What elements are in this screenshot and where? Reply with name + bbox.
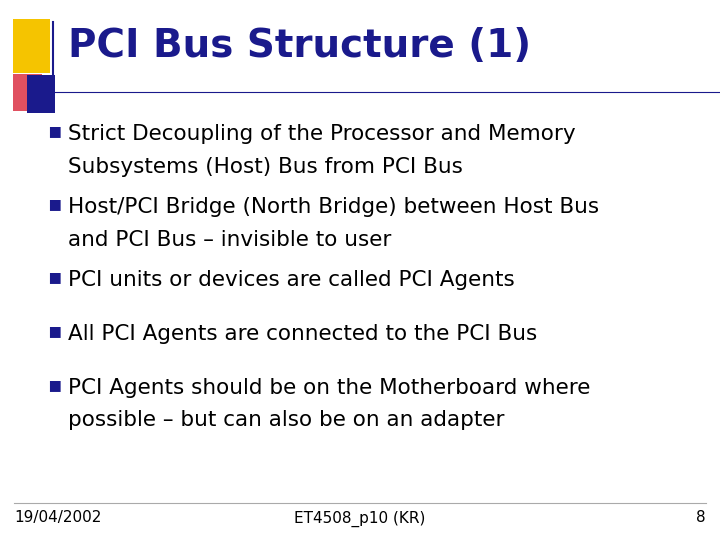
Text: Host/PCI Bridge (North Bridge) between Host Bus: Host/PCI Bridge (North Bridge) between H… xyxy=(68,197,600,217)
Text: possible – but can also be on an adapter: possible – but can also be on an adapter xyxy=(68,410,505,430)
Bar xyxy=(13,74,42,111)
Text: ▪: ▪ xyxy=(47,194,61,214)
Text: ▪: ▪ xyxy=(47,267,61,287)
Text: PCI Agents should be on the Motherboard where: PCI Agents should be on the Motherboard … xyxy=(68,378,591,398)
Text: ▪: ▪ xyxy=(47,321,61,341)
Text: 19/04/2002: 19/04/2002 xyxy=(14,510,102,525)
Text: PCI units or devices are called PCI Agents: PCI units or devices are called PCI Agen… xyxy=(68,270,515,290)
Text: ET4508_p10 (KR): ET4508_p10 (KR) xyxy=(294,510,426,526)
Text: ▪: ▪ xyxy=(47,375,61,395)
Text: 8: 8 xyxy=(696,510,706,525)
Text: ▪: ▪ xyxy=(47,122,61,141)
Text: and PCI Bus – invisible to user: and PCI Bus – invisible to user xyxy=(68,230,392,249)
Text: Strict Decoupling of the Processor and Memory: Strict Decoupling of the Processor and M… xyxy=(68,124,576,144)
Text: PCI Bus Structure (1): PCI Bus Structure (1) xyxy=(68,27,531,65)
Bar xyxy=(27,75,55,113)
Text: Subsystems (Host) Bus from PCI Bus: Subsystems (Host) Bus from PCI Bus xyxy=(68,157,463,177)
Text: All PCI Agents are connected to the PCI Bus: All PCI Agents are connected to the PCI … xyxy=(68,324,538,344)
Bar xyxy=(13,19,50,73)
